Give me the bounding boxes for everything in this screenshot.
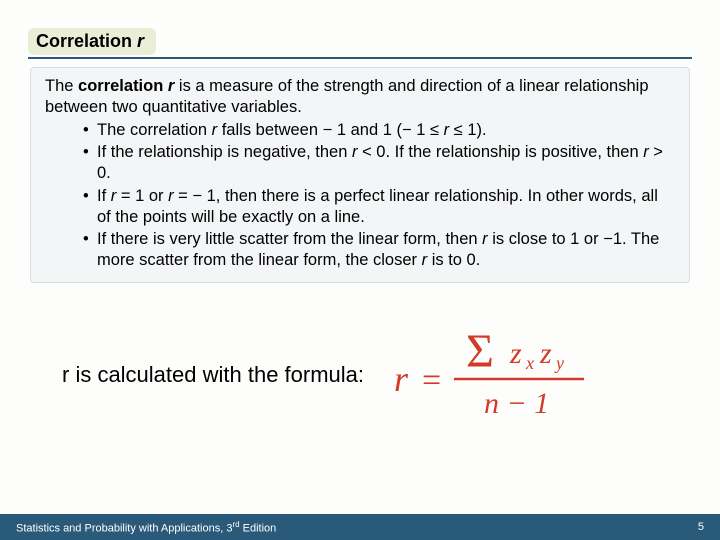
bullet-text: = − 1, then there is a perfect linear re… [97, 187, 658, 226]
footer-edition-sup: rd [232, 520, 239, 529]
formula-row: r is calculated with the formula: r = Σ … [28, 325, 692, 425]
bullet-item: If the relationship is negative, then r … [83, 142, 675, 184]
footer-page-number: 5 [698, 521, 704, 533]
bullet-text: If [97, 187, 111, 205]
formula-zx-z: z [509, 337, 522, 370]
formula-zx-sub: x [525, 353, 534, 373]
formula-zy-z: z [539, 337, 552, 370]
bullet-text: < 0. If the relationship is positive, th… [358, 143, 644, 161]
bullet-item: If r = 1 or r = − 1, then there is a per… [83, 186, 675, 228]
bullet-text: The correlation [97, 121, 212, 139]
footer-book: Statistics and Probability with Applicat… [16, 522, 232, 534]
header-rule: Correlation r [28, 28, 692, 59]
formula-lhs: r [394, 359, 409, 399]
intro-bold: correlation r [78, 77, 174, 95]
formula-denominator: n − 1 [484, 387, 549, 420]
footer-edition-tail: Edition [240, 522, 277, 534]
intro-paragraph: The correlation r is a measure of the st… [45, 76, 675, 118]
bullet-text: falls between − 1 and 1 (− 1 ≤ [217, 121, 443, 139]
formula-zy-sub: y [554, 353, 564, 373]
intro-bold-plain: correlation [78, 77, 168, 95]
correlation-formula: r = Σ z x z y n − 1 [388, 325, 598, 425]
intro-pre: The [45, 77, 78, 95]
bullet-item: If there is very little scatter from the… [83, 229, 675, 271]
bullet-text: is to 0. [427, 251, 480, 269]
bullet-text: If the relationship is negative, then [97, 143, 352, 161]
bullet-text: = 1 or [116, 187, 168, 205]
slide-footer: Statistics and Probability with Applicat… [0, 514, 720, 540]
formula-label: r is calculated with the formula: [62, 362, 364, 388]
footer-book-title: Statistics and Probability with Applicat… [16, 520, 276, 535]
slide: Correlation r The correlation r is a mea… [0, 0, 720, 540]
slide-title-badge: Correlation r [28, 28, 156, 55]
slide-title-text: Correlation [36, 31, 137, 51]
equals-sign: = [422, 362, 441, 399]
sigma-icon: Σ [466, 325, 494, 378]
slide-title-italic: r [137, 31, 144, 51]
bullet-text: ≤ 1). [449, 121, 486, 139]
bullet-item: The correlation r falls between − 1 and … [83, 120, 675, 141]
definition-box: The correlation r is a measure of the st… [30, 67, 690, 283]
bullet-list: The correlation r falls between − 1 and … [45, 120, 675, 271]
bullet-text: If there is very little scatter from the… [97, 230, 482, 248]
